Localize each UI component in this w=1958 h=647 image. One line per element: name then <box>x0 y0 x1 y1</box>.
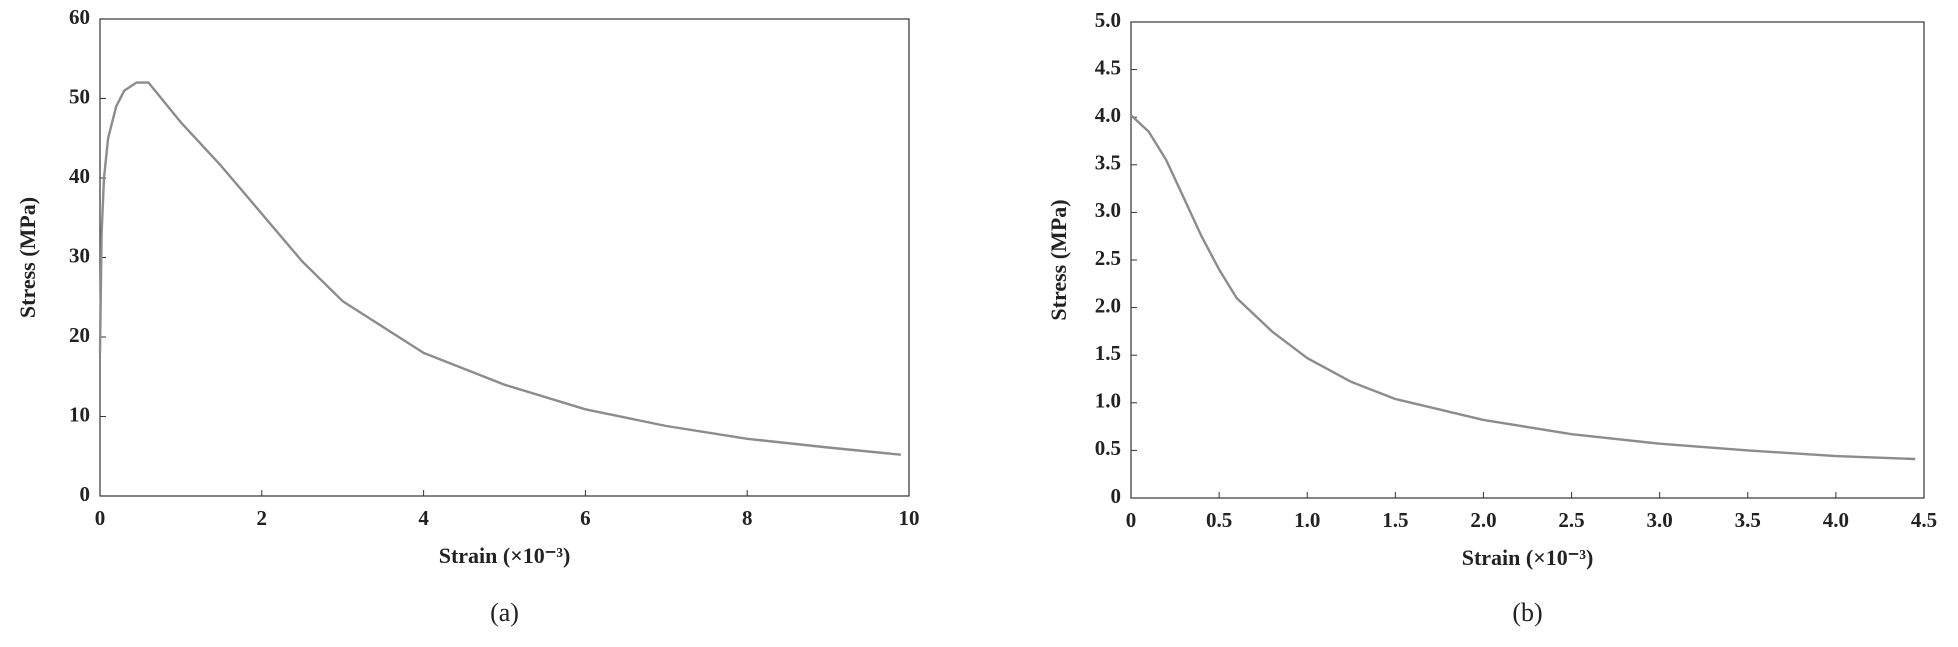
y-tick-label: 4.5 <box>1095 55 1121 79</box>
plot-frame <box>99 18 910 497</box>
y-tick-label: 4.0 <box>1095 103 1121 127</box>
line-series <box>1130 114 1916 461</box>
y-axis-label: Stress (MPa) <box>1046 199 1071 320</box>
x-tick-label: 6 <box>580 506 591 530</box>
x-tick-label: 0 <box>1126 508 1137 532</box>
x-tick-label: 3.0 <box>1647 508 1673 532</box>
y-tick-label: 60 <box>69 5 90 29</box>
x-tick-label: 4 <box>418 506 429 530</box>
caption: (b) <box>1512 598 1542 627</box>
y-tick-label: 1.5 <box>1095 341 1121 365</box>
y-tick-label: 40 <box>69 164 90 188</box>
y-tick-label: 3.5 <box>1095 151 1121 175</box>
y-tick-label: 0 <box>80 482 91 506</box>
x-tick-label: 0 <box>95 506 106 530</box>
y-tick-label: 5.0 <box>1095 8 1121 32</box>
y-tick-label: 3.0 <box>1095 198 1121 222</box>
x-tick-label: 2.0 <box>1470 508 1496 532</box>
y-tick-label: 2.5 <box>1095 246 1121 270</box>
x-axis-label: Strain (×10⁻³) <box>439 543 571 568</box>
y-tick-label: 50 <box>69 84 90 108</box>
y-tick-label: 1.0 <box>1095 389 1121 413</box>
x-axis-label: Strain (×10⁻³) <box>1462 545 1594 570</box>
x-tick-label: 4.0 <box>1823 508 1849 532</box>
y-tick-label: 2.0 <box>1095 293 1121 317</box>
x-tick-label: 2 <box>257 506 268 530</box>
y-tick-label: 30 <box>69 243 90 267</box>
x-tick-label: 2.5 <box>1558 508 1584 532</box>
y-tick-label: 0 <box>1111 484 1122 508</box>
x-tick-label: 4.5 <box>1911 508 1937 532</box>
line-series <box>98 81 902 456</box>
x-tick-label: 1.5 <box>1382 508 1408 532</box>
x-tick-label: 8 <box>742 506 753 530</box>
x-tick-label: 3.5 <box>1735 508 1761 532</box>
x-tick-label: 0.5 <box>1206 508 1232 532</box>
x-tick-label: 10 <box>899 506 920 530</box>
y-tick-label: 10 <box>69 402 90 426</box>
y-tick-label: 0.5 <box>1095 436 1121 460</box>
y-axis-label: Stress (MPa) <box>15 197 40 318</box>
caption: (a) <box>490 598 519 627</box>
x-tick-label: 1.0 <box>1294 508 1320 532</box>
y-tick-label: 20 <box>69 323 90 347</box>
